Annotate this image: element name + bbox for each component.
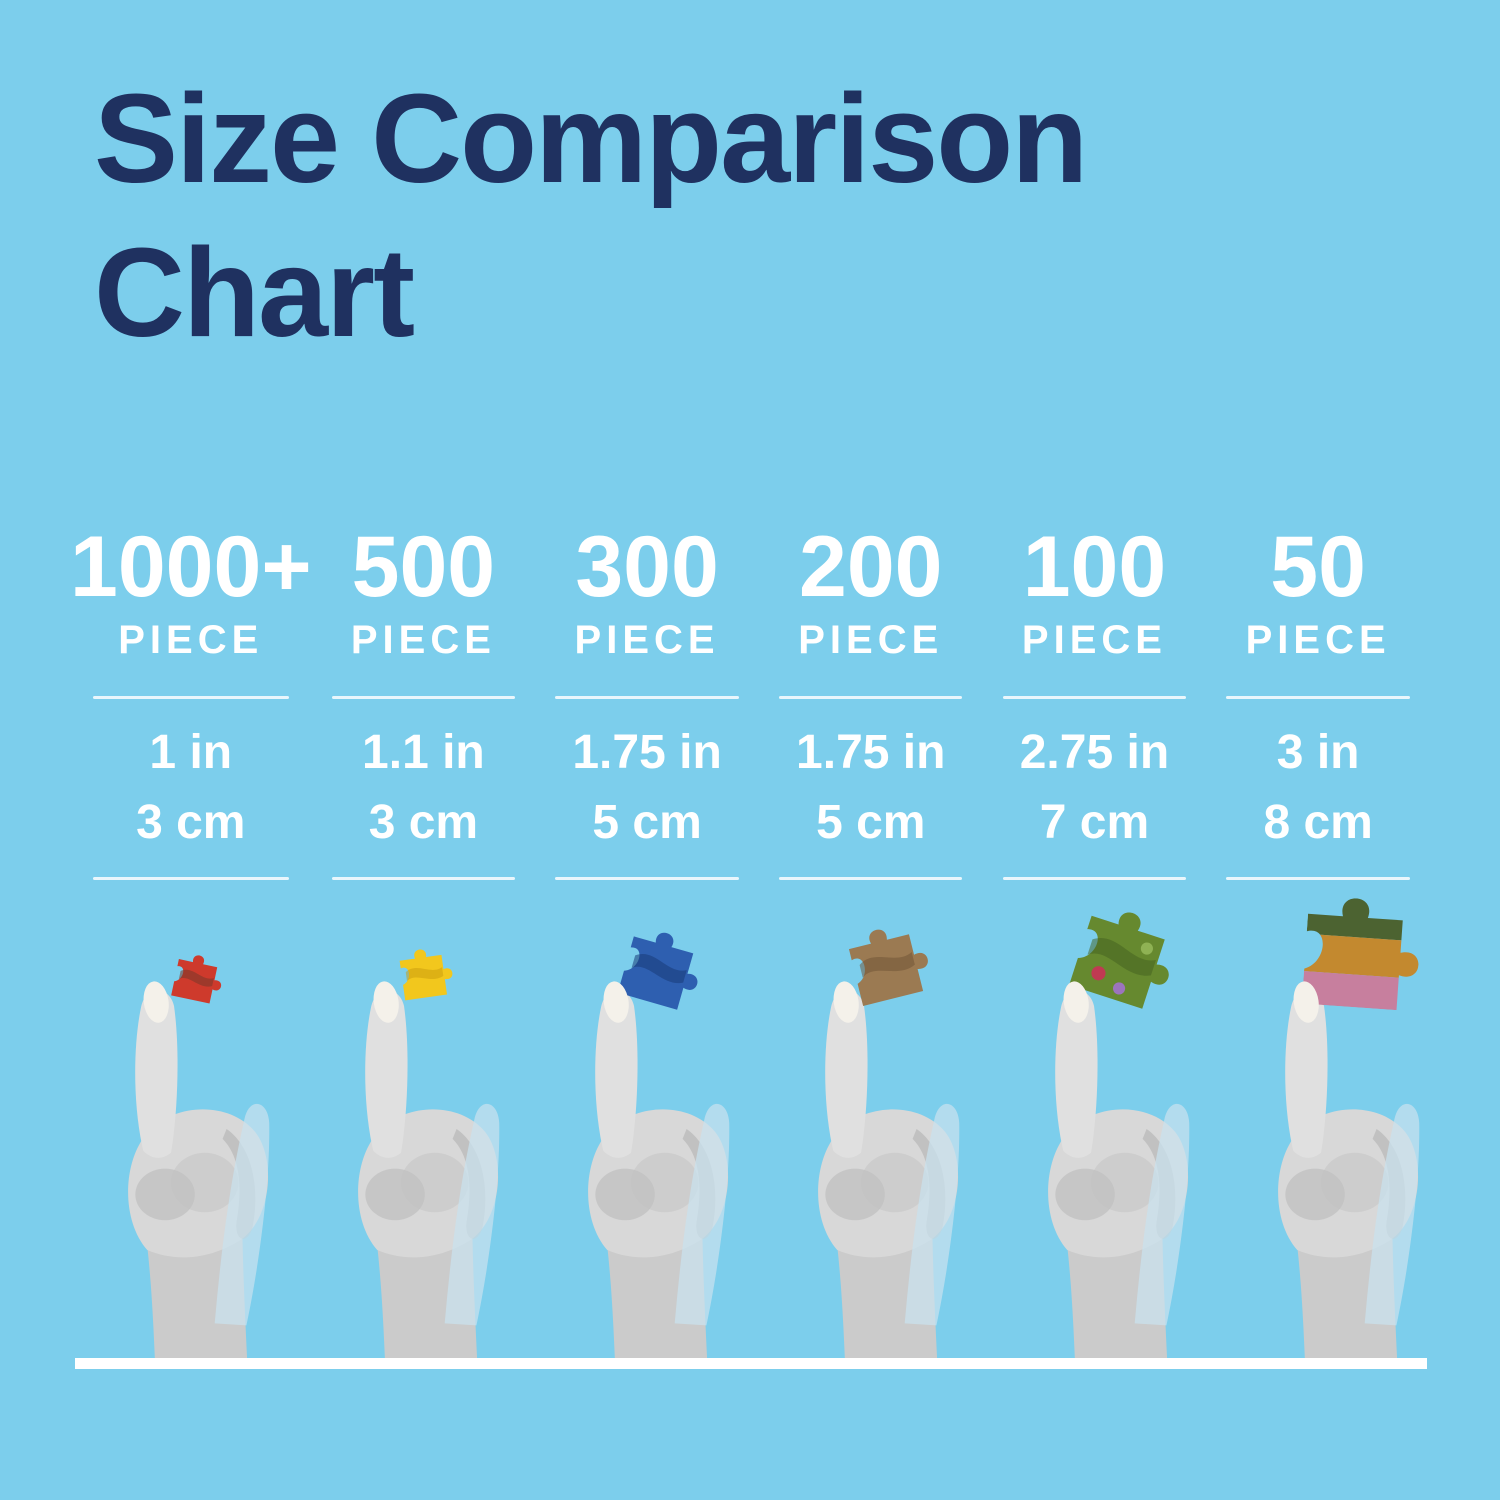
pinching-hand-icon (358, 945, 500, 1366)
piece-label: PIECE (350, 618, 496, 662)
size-inches: 1 in (149, 726, 233, 779)
divider-line (779, 696, 963, 699)
size-inches: 1.75 in (796, 726, 946, 779)
piece-count: 300 (575, 519, 719, 615)
size-centimeters: 5 cm (592, 796, 702, 849)
divider-line (1002, 877, 1187, 880)
piece-label: PIECE (118, 618, 264, 662)
size-inches: 1.1 in (362, 726, 485, 779)
size-table: 1000+ PIECE 1 in 3 cm 500 PIECE 1.1 in 3… (70, 524, 1430, 880)
piece-label: PIECE (1021, 618, 1167, 662)
divider-line (92, 877, 289, 880)
page-title: Size Comparison Chart (94, 62, 1088, 369)
piece-label: PIECE (574, 618, 720, 662)
divider-line (555, 877, 739, 880)
size-column-500: 500 PIECE 1.1 in 3 cm (312, 524, 536, 880)
size-centimeters: 3 cm (136, 796, 246, 849)
size-column-100: 100 PIECE 2.75 in 7 cm (983, 524, 1207, 880)
piece-count: 200 (799, 519, 943, 615)
size-column-300: 300 PIECE 1.75 in 5 cm (535, 524, 759, 880)
divider-line (1002, 696, 1187, 699)
flower-accent (1140, 942, 1153, 955)
divider-line (1226, 877, 1410, 880)
divider-line (331, 696, 516, 699)
piece-count: 500 (351, 519, 496, 615)
divider-line (779, 877, 963, 880)
hand-unit-50 (1212, 885, 1442, 1368)
size-column-1000: 1000+ PIECE 1 in 3 cm (70, 524, 312, 880)
hand-unit-500 (292, 885, 522, 1368)
fingernail (373, 981, 399, 1023)
divider-line (331, 877, 516, 880)
size-inches: 3 in (1276, 726, 1360, 779)
page-title-line1: Size Comparison (94, 68, 1088, 209)
blue-puzzle-piece-icon (617, 924, 709, 1014)
hand-unit-300 (522, 885, 752, 1368)
brown-puzzle-piece-icon (846, 919, 935, 1006)
flower-accent (1112, 982, 1126, 995)
size-centimeters: 5 cm (816, 796, 926, 849)
pinching-hand-icon (128, 951, 270, 1366)
hand-unit-1000 (62, 885, 292, 1368)
size-inches: 2.75 in (1019, 726, 1170, 779)
red-puzzle-piece-icon (171, 951, 227, 1006)
hands-row (62, 885, 1442, 1368)
yellow-puzzle-piece-icon (398, 945, 456, 1001)
baseline-rule (75, 1358, 1427, 1369)
page-title-line2: Chart (94, 221, 415, 363)
fingernail (1063, 981, 1089, 1023)
pinching-hand-icon (1048, 901, 1190, 1366)
fingernail (833, 981, 859, 1023)
divider-line (555, 696, 739, 699)
hand-unit-200 (752, 885, 982, 1368)
piece-count: 1000+ (70, 519, 312, 615)
green-floral-puzzle-piece-icon (1069, 901, 1184, 1014)
piece-count: 50 (1270, 519, 1366, 615)
divider-line (92, 696, 289, 699)
fingernail (1293, 981, 1319, 1023)
size-centimeters: 7 cm (1039, 796, 1150, 849)
divider-line (1226, 696, 1410, 699)
fingernail (143, 981, 169, 1023)
piece-count: 100 (1022, 519, 1167, 615)
size-column-200: 200 PIECE 1.75 in 5 cm (759, 524, 983, 880)
flower-accent (1091, 966, 1106, 981)
size-column-50: 50 PIECE 3 in 8 cm (1206, 524, 1430, 880)
piece-label: PIECE (1245, 618, 1391, 662)
pinching-hand-icon (818, 919, 960, 1366)
pinching-hand-icon (588, 924, 730, 1366)
size-centimeters: 3 cm (368, 796, 479, 849)
piece-label: PIECE (798, 618, 944, 662)
fingernail (603, 981, 629, 1023)
size-centimeters: 8 cm (1263, 796, 1373, 849)
size-inches: 1.75 in (572, 726, 722, 779)
hand-unit-100 (982, 885, 1212, 1368)
pinching-hand-icon (1278, 895, 1423, 1366)
